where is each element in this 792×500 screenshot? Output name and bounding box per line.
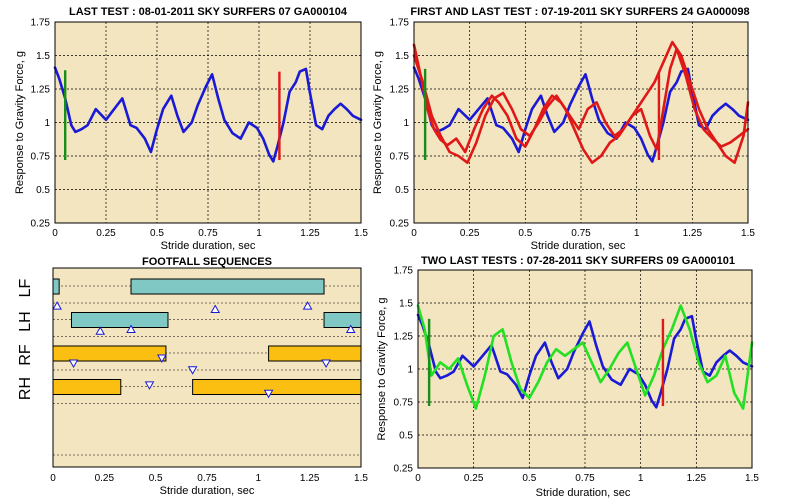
panel-4-ytick-label: 1.25 — [394, 332, 414, 343]
panel-3-lane-label-rh: RH — [17, 377, 34, 400]
panel-4-ytick-label: 1 — [407, 365, 413, 376]
panel-1-xtick-label: 0.75 — [198, 228, 218, 239]
panel-3-event-triangle-up — [302, 301, 313, 310]
panel-3-stance-bar-lf — [130, 278, 325, 295]
panel-1-xtick-label: 1 — [256, 228, 262, 239]
panel-1-ylabel: Response to Gravity Force, g — [14, 51, 26, 194]
panel-4-ytick-label: 1.5 — [399, 299, 413, 310]
panel-1-xtick-label: 0.5 — [150, 228, 164, 239]
panel-3-event-triangle-up — [52, 301, 62, 310]
panel-2-xtick-label: 1 — [634, 228, 640, 239]
panel-1-xlabel: Stride duration, sec — [161, 240, 256, 252]
panel-3-event-triangle-down — [144, 381, 155, 390]
panel-4-series-lime-2 — [416, 304, 754, 410]
panel-3-plot-area — [53, 268, 361, 467]
panel-2-series-blue-1 — [412, 66, 750, 163]
panel-1-xtick-label: 0 — [52, 228, 58, 239]
panel-3-stance-bar-lh — [323, 312, 362, 328]
panel-4-ytick-label: 0.75 — [394, 398, 414, 409]
panel-4-series-blue-1 — [416, 313, 754, 409]
panel-3-event-triangle-up — [126, 324, 136, 334]
panel-2-xtick-label: 0.5 — [518, 228, 532, 239]
panel-1-ytick-label: 0.25 — [31, 219, 51, 230]
panel-4-xtick-label: 0.25 — [464, 473, 484, 484]
panel-3-xtick-label: 0.75 — [197, 473, 217, 484]
panel-2-ytick-label: 1.5 — [395, 51, 409, 62]
panel-1-ytick-label: 0.75 — [31, 152, 51, 163]
panel-3-xtick-label: 1 — [256, 473, 262, 484]
panel-1-title: LAST TEST : 08-01-2011 SKY SURFERS 07 GA… — [69, 6, 348, 18]
panel-1-xtick-label: 1.25 — [300, 228, 320, 239]
panel-4-xtick-label: 0.5 — [522, 473, 536, 484]
panel-3-stance-bar-rh — [52, 379, 122, 395]
panel-4-ytick-label: 0.5 — [399, 431, 413, 442]
panel-3-xlabel: Stride duration, sec — [160, 485, 255, 497]
panel-1-ytick-label: 1.75 — [31, 18, 51, 29]
panel-2-xtick-label: 0 — [411, 228, 417, 239]
panel-2-xtick-label: 1.25 — [683, 228, 703, 239]
panel-4-xlabel: Stride duration, sec — [536, 487, 631, 499]
panel-2-ytick-label: 0.25 — [390, 219, 410, 230]
panel-1-ytick-label: 1.5 — [36, 51, 50, 62]
panel-4-ytick-label: 1.75 — [394, 266, 414, 277]
panel-1-frame — [54, 21, 362, 224]
panel-4-xtick-label: 1 — [638, 473, 644, 484]
panel-2-ytick-label: 0.75 — [390, 152, 410, 163]
panel-3-event-triangle-down — [156, 354, 167, 364]
panel-4-ylabel: Response to Gravity Force, g — [376, 297, 388, 440]
panel-2-series-red-3 — [412, 40, 750, 164]
panel-2-ytick-label: 1 — [403, 118, 409, 129]
panel-3-xtick-label: 0 — [50, 473, 56, 484]
panel-3-lane-label-lh: LH — [17, 311, 34, 331]
panel-2-frame — [413, 21, 749, 224]
panel-4-xtick-label: 1.25 — [687, 473, 707, 484]
panel-3-stance-bar-rf — [268, 345, 362, 362]
panel-2-ytick-label: 1.75 — [390, 18, 410, 29]
panel-3-xtick-label: 1.5 — [354, 473, 368, 484]
panel-3-event-triangle-down — [321, 359, 331, 369]
panel-3-xtick-label: 1.25 — [300, 473, 320, 484]
panel-2-xtick-label: 0.75 — [571, 228, 591, 239]
panel-3-stance-bar-rf — [52, 345, 167, 362]
panel-4-xtick-label: 1.5 — [745, 473, 759, 484]
panel-2-ytick-label: 0.5 — [395, 185, 409, 196]
panel-1-xtick-label: 0.25 — [96, 228, 116, 239]
panel-3-event-triangle-down — [68, 359, 79, 369]
panel-4-xtick-label: 0.75 — [575, 473, 595, 484]
panel-4-title: TWO LAST TESTS : 07-28-2011 SKY SURFERS … — [421, 255, 735, 267]
panel-1-series-blue-1 — [53, 66, 363, 163]
panel-3-event-triangle-up — [210, 304, 221, 313]
panel-2-series-red-2 — [412, 43, 750, 154]
panel-2-xtick-label: 1.5 — [741, 228, 755, 239]
panel-1-ytick-label: 1.25 — [31, 85, 51, 96]
panel-3-title: FOOTFALL SEQUENCES — [142, 256, 272, 268]
panel-4-frame — [417, 269, 753, 469]
panel-1-ytick-label: 1 — [44, 118, 50, 129]
panel-4-xtick-label: 0 — [415, 473, 421, 484]
panel-2-ytick-label: 1.25 — [390, 85, 410, 96]
panel-3-event-triangle-down — [187, 366, 198, 375]
panel-2-title: FIRST AND LAST TEST : 07-19-2011 SKY SUR… — [410, 6, 749, 18]
panel-3-stance-bar-rh — [192, 379, 362, 395]
panel-3-xtick-label: 0.5 — [149, 473, 163, 484]
panel-3-event-triangle-up — [345, 324, 356, 334]
panel-3-lane-label-lf: LF — [17, 278, 34, 297]
panel-4-ytick-label: 0.25 — [394, 464, 414, 475]
panel-1-xtick-label: 1.5 — [354, 228, 368, 239]
panel-3-stance-bar-lh — [70, 312, 169, 328]
panel-3-event-triangle-down — [263, 389, 274, 399]
panel-3-xtick-label: 0.25 — [95, 473, 115, 484]
panel-3-frame — [52, 267, 362, 468]
panel-3-stance-bar-lf — [52, 278, 60, 295]
panel-3-lane-label-rf: RF — [17, 344, 34, 366]
panel-3-event-triangle-up — [95, 326, 106, 335]
panel-1-ytick-label: 0.5 — [36, 185, 50, 196]
panel-2-xlabel: Stride duration, sec — [531, 240, 626, 252]
panel-2-xtick-label: 0.25 — [460, 228, 480, 239]
panel-2-ylabel: Response to Gravity Force, g — [372, 51, 384, 194]
